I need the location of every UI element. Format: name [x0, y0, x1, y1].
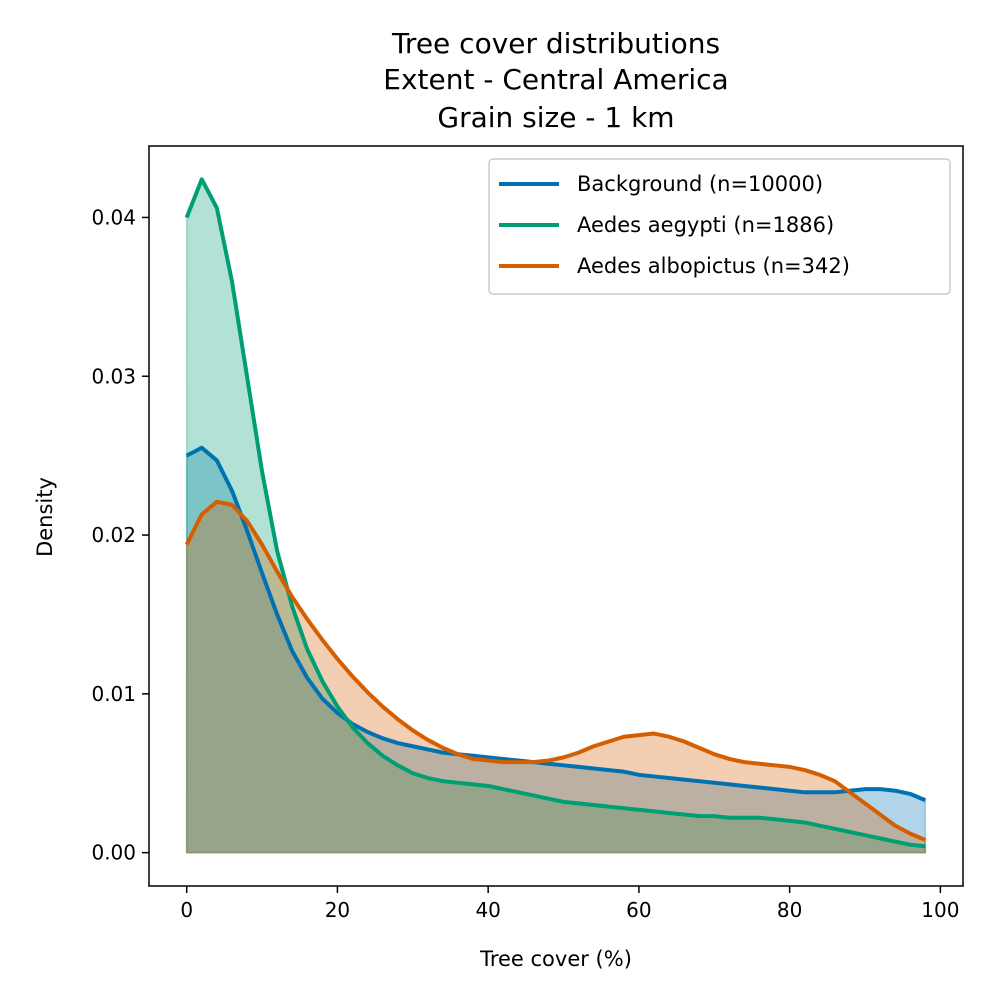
y-tick-label-1: 0.01	[91, 682, 136, 706]
legend-label-2: Aedes aegypti (n=1886)	[577, 213, 834, 237]
x-axis: 0 20 40 60 80 100	[180, 886, 959, 922]
y-tick-label-3: 0.03	[91, 364, 136, 388]
series-group	[184, 177, 927, 854]
x-tick-label-20: 20	[325, 898, 350, 922]
series-line-1	[185, 445, 927, 803]
plot-frame	[148, 145, 964, 887]
series-line-3	[184, 499, 927, 842]
x-tick-label-0: 0	[180, 898, 193, 922]
legend-box	[488, 158, 951, 295]
chart-title-line-3: Grain size - 1 km	[437, 101, 674, 134]
legend: Background (n=10000) Aedes aegypti (n=188…	[488, 158, 951, 295]
y-tick-label-2: 0.02	[91, 523, 136, 547]
y-tick-label-0: 0.00	[91, 841, 136, 865]
x-tick-label-40: 40	[475, 898, 500, 922]
x-tick-label-80: 80	[777, 898, 802, 922]
chart-title-line-1: Tree cover distributions	[391, 27, 720, 60]
x-tick-label-60: 60	[626, 898, 651, 922]
series-line-2	[184, 177, 926, 849]
legend-label-1: Background (n=10000)	[577, 172, 823, 196]
y-tick-label-4: 0.04	[91, 205, 136, 229]
x-axis-label: Tree cover (%)	[479, 947, 632, 971]
x-tick-label-100: 100	[921, 898, 959, 922]
y-axis: 0.00 0.01 0.02 0.03 0.04	[91, 205, 149, 865]
chart-title-line-2: Extent - Central America	[383, 63, 728, 96]
legend-label-3: Aedes albopictus (n=342)	[577, 254, 850, 278]
chart-title: Tree cover distributions Extent - Centra…	[383, 27, 728, 134]
y-axis-label: Density	[33, 477, 57, 557]
